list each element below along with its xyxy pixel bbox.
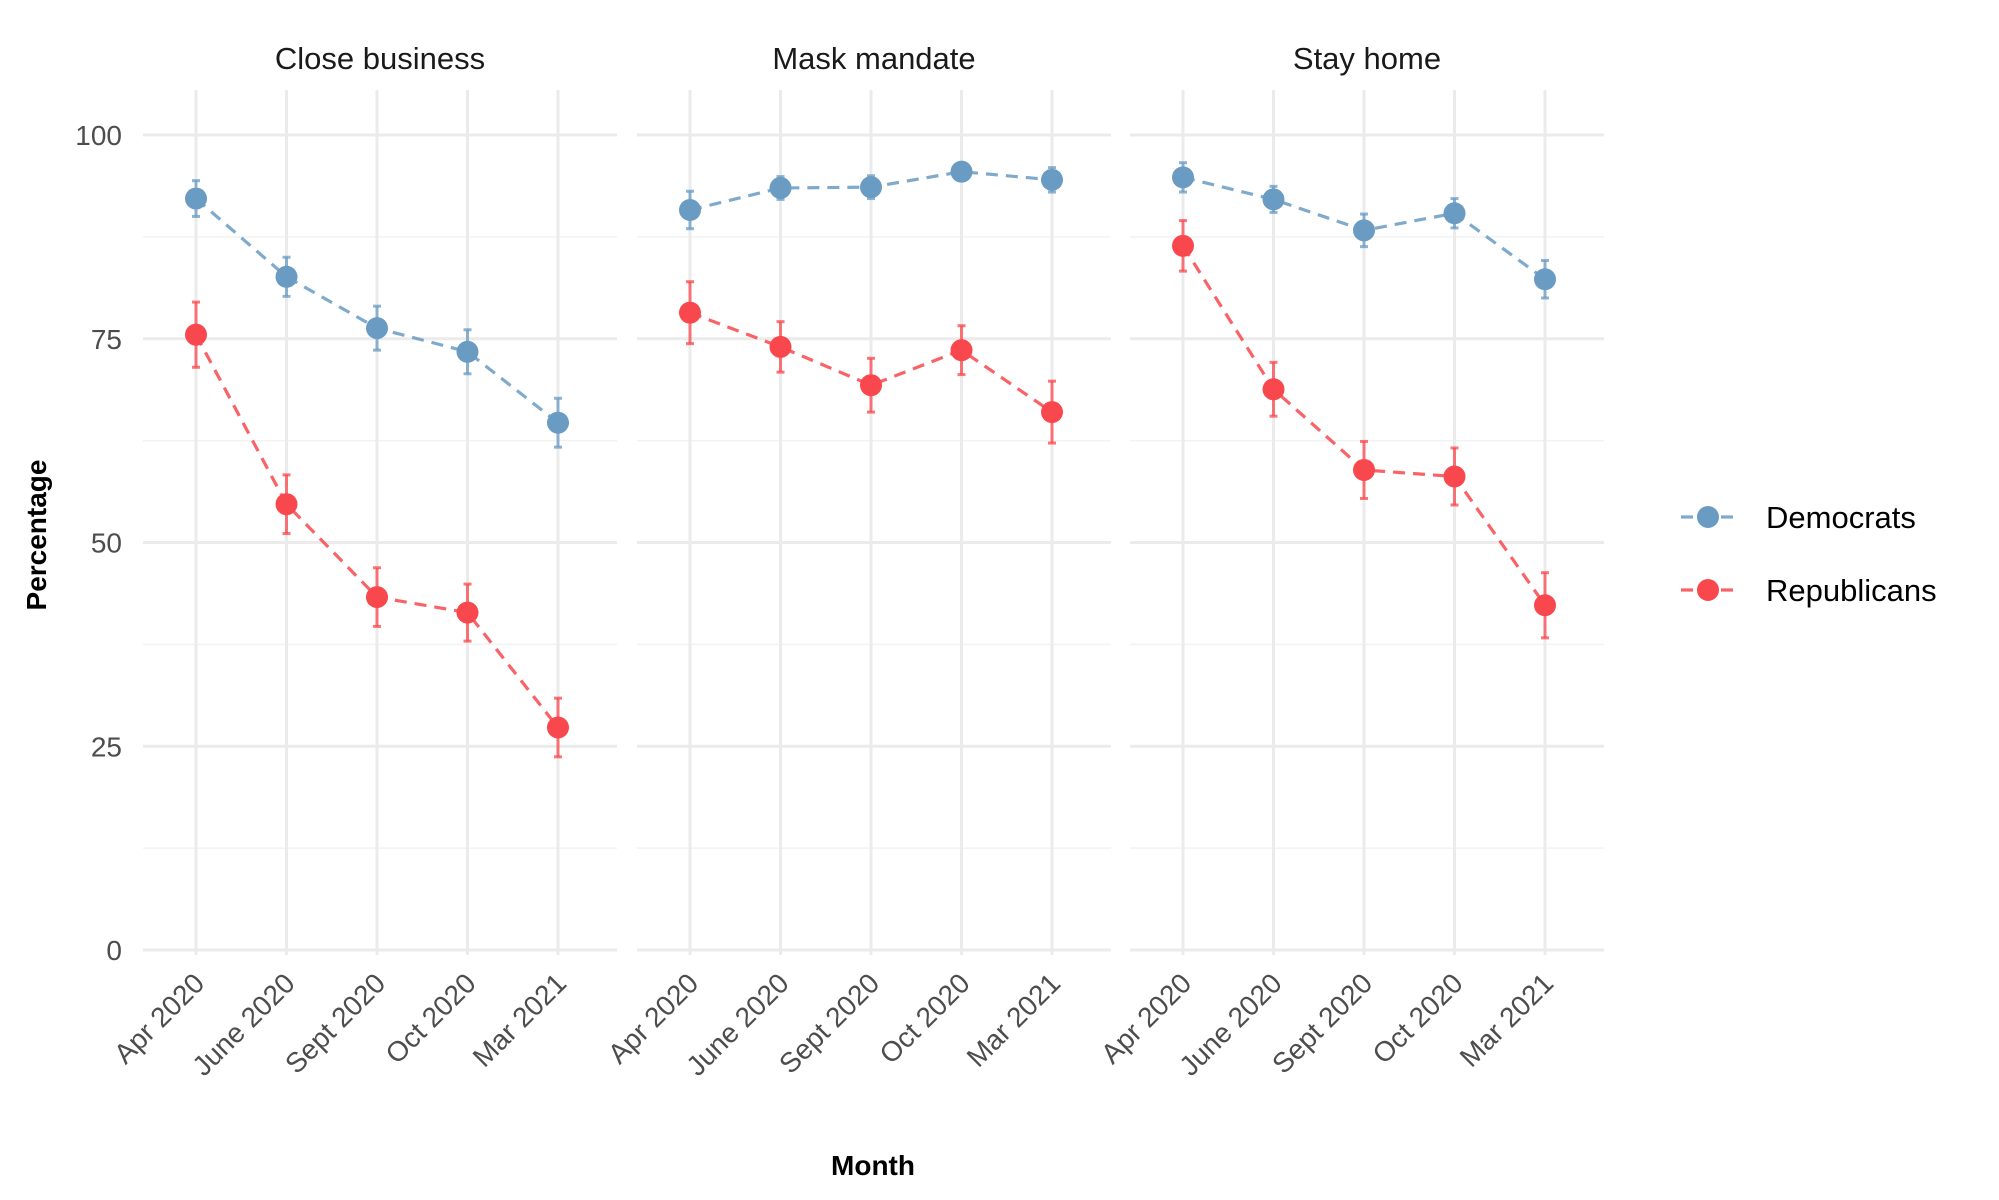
- series-line: [689, 311, 1053, 414]
- data-point: [1041, 168, 1063, 191]
- x-tick-label: Oct 2020: [1366, 967, 1468, 1069]
- y-tick-label: 100: [75, 120, 122, 151]
- legend-label: Democrats: [1766, 500, 1916, 535]
- data-point: [275, 265, 298, 288]
- data-point: [185, 323, 207, 346]
- data-point: [769, 335, 792, 358]
- legend-item-democrats: Democrats: [1681, 500, 1916, 535]
- legend-marker: [1697, 506, 1719, 528]
- series-democrats: [679, 160, 1063, 231]
- data-point: [860, 176, 882, 199]
- data-point: [1172, 166, 1194, 189]
- data-point: [1443, 202, 1466, 225]
- data-point: [456, 340, 479, 363]
- legend-label: Republicans: [1766, 573, 1937, 608]
- series-republicans: [679, 280, 1063, 445]
- x-tick-label: Oct 2020: [379, 967, 481, 1069]
- x-tick-label: Sept 2020: [1266, 967, 1378, 1079]
- series-republicans: [1172, 219, 1556, 640]
- x-tick-label: Mar 2021: [1454, 967, 1560, 1073]
- data-point: [950, 160, 973, 183]
- x-axis-title: Month: [831, 1150, 915, 1181]
- y-axis-title: Percentage: [21, 460, 52, 611]
- series-republicans: [185, 300, 569, 759]
- data-point: [366, 317, 388, 340]
- series-democrats: [185, 179, 569, 449]
- data-point: [679, 198, 701, 221]
- data-point: [1262, 188, 1285, 211]
- legend-item-republicans: Republicans: [1681, 573, 1937, 608]
- data-point: [769, 176, 792, 199]
- facet-title: Stay home: [1293, 41, 1441, 76]
- data-point: [950, 339, 973, 362]
- data-point: [860, 374, 882, 397]
- data-point: [1443, 465, 1466, 488]
- data-point: [1534, 594, 1556, 617]
- x-tick-label: Sept 2020: [279, 967, 391, 1079]
- y-tick-label: 25: [91, 731, 122, 762]
- data-point: [1353, 219, 1375, 242]
- data-point: [1353, 458, 1375, 481]
- x-tick-label: Sept 2020: [773, 967, 885, 1079]
- y-axis: 0 25 50 75 100: [75, 120, 122, 966]
- x-tick-label: Oct 2020: [873, 967, 975, 1069]
- legend-marker: [1697, 579, 1719, 601]
- facet-title: Close business: [275, 41, 485, 76]
- data-point: [547, 411, 569, 434]
- y-tick-label: 0: [106, 935, 122, 966]
- data-point: [1172, 234, 1194, 257]
- data-point: [275, 493, 298, 516]
- data-point: [1262, 378, 1285, 401]
- legend: Democrats Republicans: [1681, 500, 1937, 608]
- data-point: [1041, 401, 1063, 424]
- x-tick-label: Mar 2021: [961, 967, 1067, 1073]
- data-point: [366, 586, 388, 609]
- data-point: [547, 716, 569, 739]
- data-point: [456, 601, 479, 624]
- data-point: [679, 301, 701, 324]
- x-tick-label: Mar 2021: [467, 967, 573, 1073]
- data-point: [1534, 268, 1556, 291]
- data-point: [185, 187, 207, 210]
- series-democrats: [1172, 161, 1556, 300]
- facet-title: Mask mandate: [772, 41, 975, 76]
- y-tick-label: 75: [91, 324, 122, 355]
- y-tick-label: 50: [91, 528, 122, 559]
